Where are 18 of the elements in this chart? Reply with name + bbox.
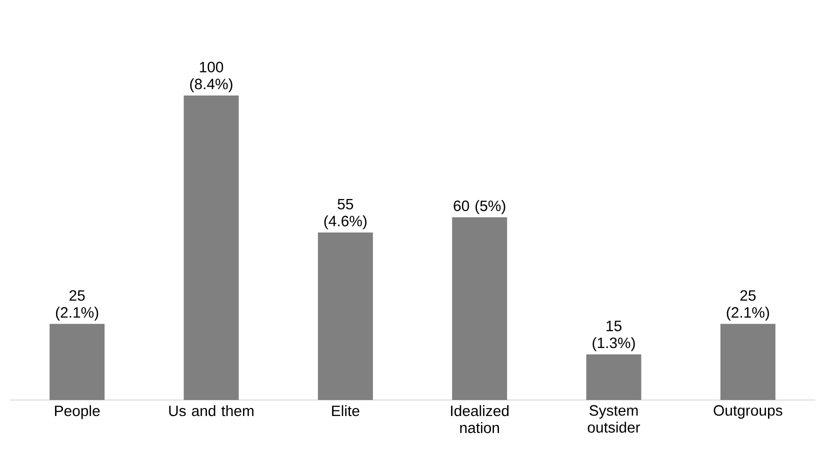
x-tick-label: Idealized nation	[451, 405, 509, 434]
data-label: 55 (4.6%)	[324, 198, 366, 230]
x-tick-label: Elite	[332, 405, 360, 416]
data-label: 25 (2.1%)	[726, 290, 769, 321]
data-label: 60 (5%)	[454, 200, 506, 214]
x-tick-label: Outgroups	[714, 405, 782, 419]
data-label: 100 (8.4%)	[190, 62, 232, 92]
x-tick-label: Us and them	[169, 405, 254, 416]
data-label: 15 (1.3%)	[592, 320, 635, 352]
bar	[586, 354, 642, 400]
data-label: 25 (2.1%)	[56, 290, 98, 321]
bar	[452, 217, 508, 400]
bar	[184, 95, 239, 400]
x-tick-label: System outsider	[588, 405, 640, 433]
bar	[50, 324, 105, 400]
bar	[318, 232, 373, 400]
x-tick-label: People	[55, 405, 100, 420]
bar	[720, 324, 776, 400]
